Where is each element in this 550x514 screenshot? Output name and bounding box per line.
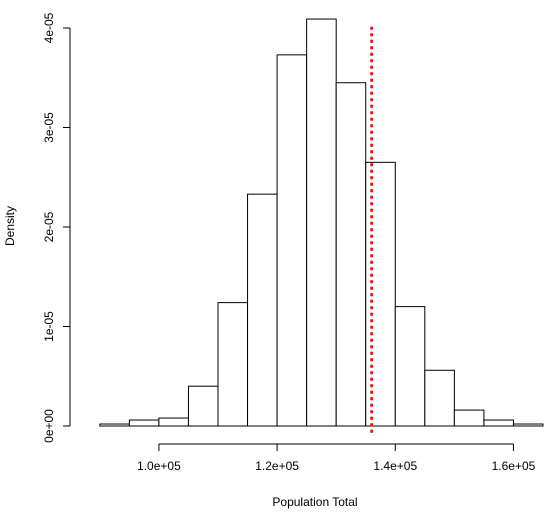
histogram-bar [306,18,337,427]
histogram-bar [217,302,249,427]
y-tick-label: 3e-05 [42,112,56,143]
histogram-bar [99,423,130,427]
x-axis-title: Population Total [272,495,357,509]
histogram-bar [512,423,544,427]
histogram-bar [424,369,455,427]
y-tick-label: 2e-05 [42,211,56,242]
x-tick-label: 1.0e+05 [137,459,181,473]
y-tick-label: 4e-05 [42,12,56,43]
histogram-bar [158,417,189,427]
histogram-bar [483,419,514,427]
histogram-bar [247,193,278,427]
y-tick-label: 0e+00 [42,409,56,443]
histogram-bar [276,54,308,427]
histogram-bars [99,18,544,427]
x-tick-label: 1.2e+05 [255,459,299,473]
x-tick-label: 1.6e+05 [492,459,536,473]
x-tick-label: 1.4e+05 [373,459,417,473]
histogram-bar [335,82,367,427]
histogram-bar [453,409,485,427]
x-axis: 1.0e+05 1.2e+05 1.4e+05 1.6e+05 [137,443,536,473]
histogram-bar [128,419,160,427]
y-axis-title: Density [3,206,17,246]
histogram-bar [394,306,426,427]
histogram-bar [365,161,396,427]
histogram-bar [187,385,219,427]
y-axis: 0e+00 1e-05 2e-05 3e-05 4e-05 [42,12,71,443]
y-tick-label: 1e-05 [42,311,56,342]
